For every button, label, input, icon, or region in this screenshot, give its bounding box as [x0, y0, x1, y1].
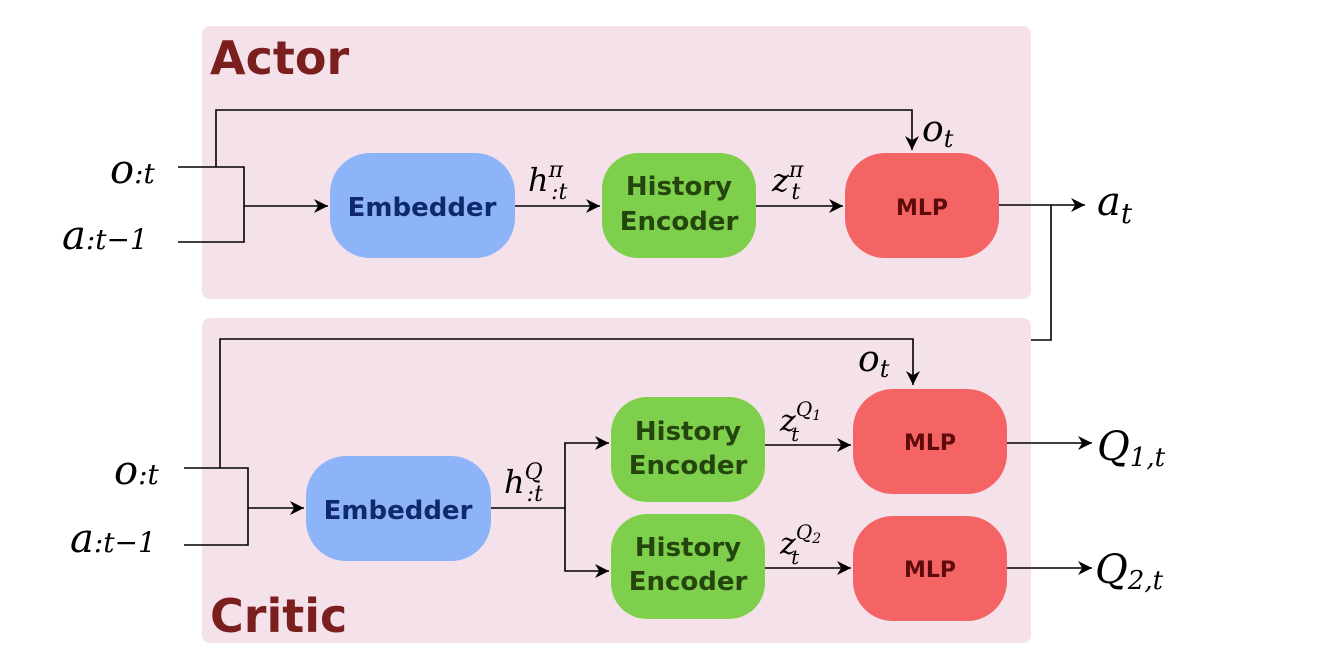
actor-obs-skip-line: [215, 109, 919, 167]
critic-q2-output-label: Q2,t: [1095, 547, 1164, 596]
actor-mlp-block: [845, 153, 999, 258]
critic-embedder-block: [306, 456, 491, 561]
actor-h-label: hπ:t: [528, 158, 567, 205]
critic-history-encoder-1-label-1: History: [635, 417, 741, 447]
critic-history-encoder-2-block: [611, 514, 765, 619]
critic-z2-label: zQ2 t: [779, 520, 821, 569]
actor-embedder-block: [330, 153, 515, 258]
actor-history-encoder-label-1: History: [626, 172, 732, 202]
critic-mlp-2-label: MLP: [904, 558, 956, 583]
critic-mlp-1-block: [853, 389, 1007, 494]
critic-h-label: hQ:t: [504, 460, 543, 507]
critic-ot-label: ot: [858, 339, 890, 383]
critic-obs-skip-line: [219, 338, 920, 468]
critic-history-encoder-2-label-2: Encoder: [629, 567, 748, 597]
actor-z-label: zπ t: [771, 158, 804, 205]
critic-title: Critic: [210, 589, 347, 643]
actor-act-input-label: a:t−1: [62, 213, 148, 259]
critic-act-line: [184, 508, 249, 546]
critic-mlp-2-block: [853, 516, 1007, 621]
critic-mlp-1-label: MLP: [904, 431, 956, 456]
critic-obs-line: [184, 467, 249, 508]
critic-q1-output-label: Q1,t: [1097, 424, 1166, 473]
actor-embedder-label: Embedder: [348, 193, 497, 223]
critic-obs-input-label: o:t: [114, 448, 160, 494]
critic-history-encoder-1-block: [611, 397, 765, 502]
critic-act-input-label: a:t−1: [70, 516, 156, 562]
actor-ot-label: ot: [922, 109, 954, 153]
actor-obs-line: [178, 166, 245, 206]
actor-mlp-label: MLP: [896, 196, 948, 221]
critic-branch-2-arrow: [564, 508, 609, 578]
actor-history-encoder-label-2: Encoder: [620, 207, 739, 237]
actor-at-output-label: at: [1097, 179, 1133, 230]
critic-history-encoder-1-label-2: Encoder: [629, 451, 748, 481]
actor-history-encoder-block: [602, 153, 756, 258]
critic-z1-label: zQ1 t: [779, 397, 821, 446]
critic-branch-1-arrow: [564, 436, 609, 508]
actor-act-line: [178, 206, 245, 243]
critic-connectors: [184, 338, 1092, 578]
actor-title: Actor: [210, 31, 349, 85]
critic-embedder-label: Embedder: [324, 496, 473, 526]
actor-obs-input-label: o:t: [110, 147, 156, 193]
critic-history-encoder-2-label-1: History: [635, 533, 741, 563]
